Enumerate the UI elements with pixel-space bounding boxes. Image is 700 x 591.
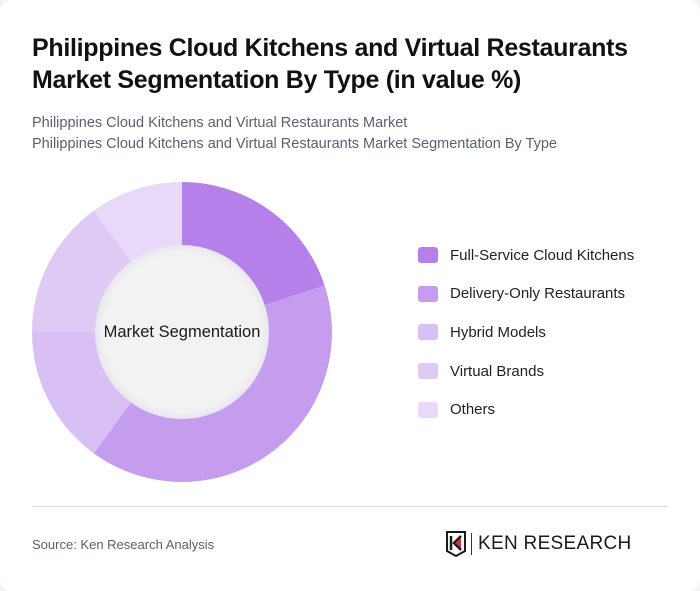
legend-item: Virtual Brands bbox=[418, 360, 634, 382]
legend-label: Delivery-Only Restaurants bbox=[450, 285, 626, 303]
logo-separator bbox=[471, 533, 472, 555]
donut-slice bbox=[93, 182, 182, 263]
donut-chart bbox=[32, 182, 332, 482]
legend-label: Others bbox=[450, 401, 496, 419]
footer-divider bbox=[32, 506, 668, 507]
legend-item: Delivery-Only Restaurants bbox=[418, 283, 634, 305]
legend-swatch bbox=[418, 247, 438, 263]
legend-label: Virtual Brands bbox=[450, 362, 544, 380]
logo-text: KEN RESEARCH bbox=[478, 533, 632, 554]
chart-subtitle: Philippines Cloud Kitchens and Virtual R… bbox=[32, 113, 672, 155]
legend-swatch bbox=[418, 324, 438, 341]
donut-hole bbox=[95, 245, 269, 419]
legend-item: Others bbox=[418, 399, 634, 421]
ken-research-shield-icon bbox=[446, 531, 466, 557]
legend-swatch bbox=[418, 285, 438, 302]
source-note: Source: Ken Research Analysis bbox=[32, 537, 215, 552]
chart-title: Philippines Cloud Kitchens and Virtual R… bbox=[32, 34, 628, 94]
donut-slice bbox=[182, 182, 325, 306]
legend-swatch bbox=[418, 363, 438, 380]
legend-item: Full-Service Cloud Kitchens bbox=[418, 244, 634, 266]
subtitle-line-2: Philippines Cloud Kitchens and Virtual R… bbox=[32, 136, 557, 152]
legend-item: Hybrid Models bbox=[418, 321, 634, 343]
ken-research-logo: KEN RESEARCH bbox=[446, 530, 632, 558]
donut-slice bbox=[32, 210, 132, 332]
donut-slice bbox=[93, 285, 332, 482]
legend-label: Full-Service Cloud Kitchens bbox=[450, 246, 635, 264]
subtitle-line-1: Philippines Cloud Kitchens and Virtual R… bbox=[32, 115, 408, 131]
legend-swatch bbox=[418, 401, 438, 418]
legend-label: Hybrid Models bbox=[450, 323, 546, 341]
chart-legend: Full-Service Cloud Kitchens Delivery-Onl… bbox=[418, 244, 634, 437]
donut-slice bbox=[32, 332, 132, 454]
